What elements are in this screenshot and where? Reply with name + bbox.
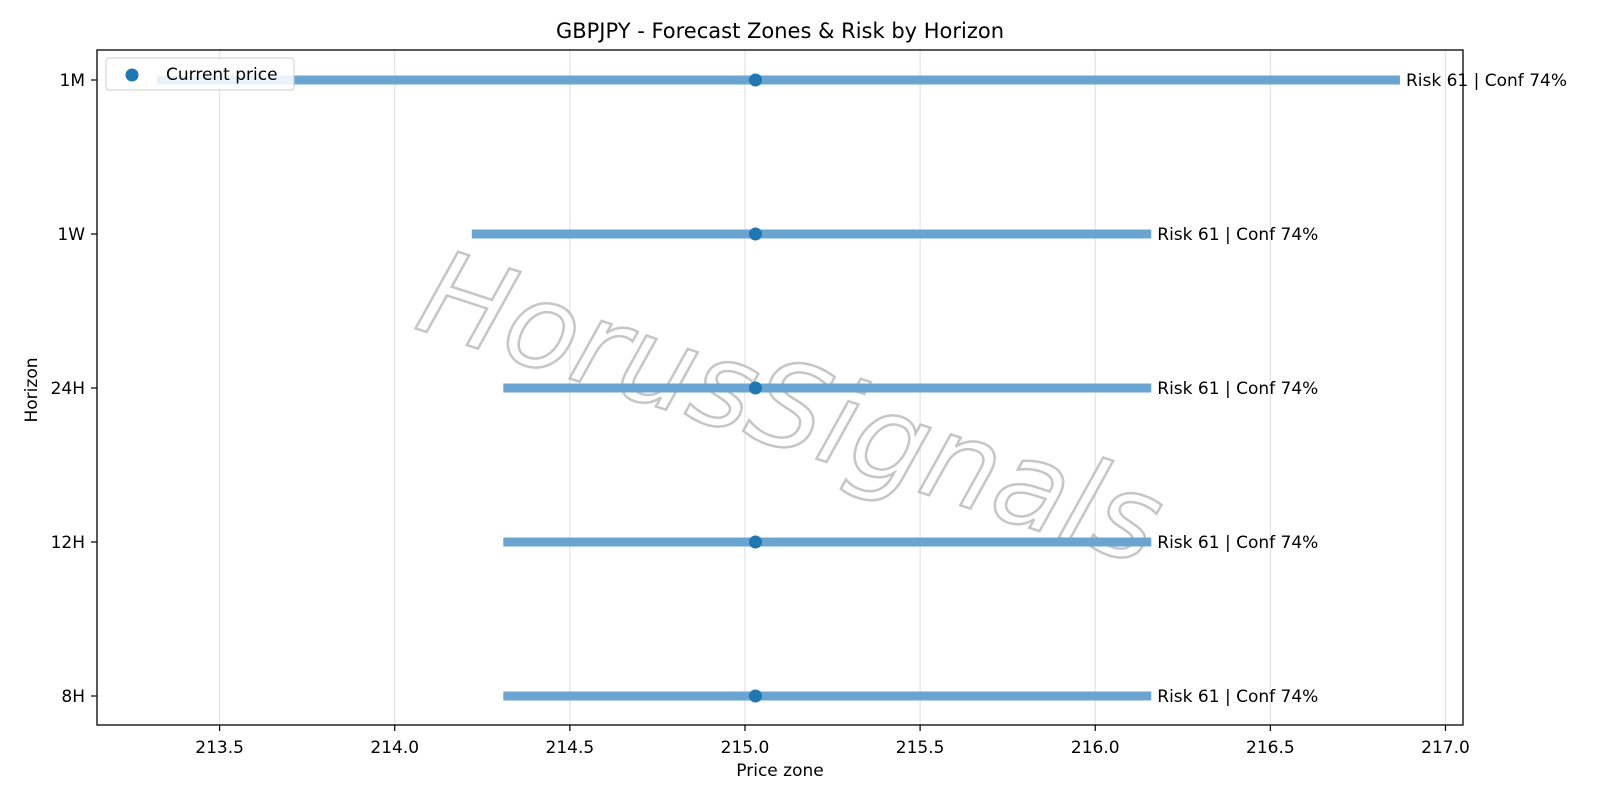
x-tick-label: 217.0 xyxy=(1421,738,1470,758)
y-tick-label: 1W xyxy=(57,225,85,245)
y-axis-label: Horizon xyxy=(22,358,42,423)
current-price-point xyxy=(748,73,762,87)
x-tick-label: 215.0 xyxy=(721,738,770,758)
risk-annotation: Risk 61 | Conf 74% xyxy=(1157,379,1318,399)
y-tick-label: 24H xyxy=(51,379,85,399)
current-price-point xyxy=(748,535,762,549)
current-price-point xyxy=(748,689,762,703)
watermark: HorusSignals xyxy=(403,222,1180,594)
x-axis-label: Price zone xyxy=(736,761,823,781)
x-tick-label: 213.5 xyxy=(195,738,244,758)
risk-annotation: Risk 61 | Conf 74% xyxy=(1157,687,1318,707)
x-tick-label: 216.5 xyxy=(1246,738,1295,758)
zones-layer xyxy=(156,75,1400,701)
x-tick-label: 216.0 xyxy=(1071,738,1120,758)
risk-annotation: Risk 61 | Conf 74% xyxy=(1406,71,1567,91)
current-price-point xyxy=(748,227,762,241)
legend: Current price xyxy=(105,57,295,91)
risk-annotation: Risk 61 | Conf 74% xyxy=(1157,225,1318,245)
x-tick-label: 214.0 xyxy=(370,738,419,758)
chart-title: GBPJPY - Forecast Zones & Risk by Horizo… xyxy=(556,19,1004,43)
y-tick-label: 8H xyxy=(61,687,85,707)
y-tick-label: 12H xyxy=(51,533,85,553)
y-tick-label: 1M xyxy=(60,71,85,91)
y-axis: 1M 1W 24H 12H 8H xyxy=(51,71,97,707)
annotations-layer: Risk 61 | Conf 74% Risk 61 | Conf 74% Risk… xyxy=(1157,71,1567,707)
legend-marker xyxy=(125,68,139,82)
legend-box xyxy=(105,57,295,91)
current-price-point xyxy=(748,381,762,395)
watermark-text: HorusSignals xyxy=(404,223,1179,592)
x-tick-label: 215.5 xyxy=(896,738,945,758)
markers-layer xyxy=(748,73,762,703)
x-axis: 213.5 214.0 214.5 215.0 215.5 216.0 216.5 217.0 xyxy=(195,725,1470,758)
x-tick-label: 214.5 xyxy=(546,738,595,758)
risk-annotation: Risk 61 | Conf 74% xyxy=(1157,533,1318,553)
legend-label-current-price: Current price xyxy=(166,65,278,85)
